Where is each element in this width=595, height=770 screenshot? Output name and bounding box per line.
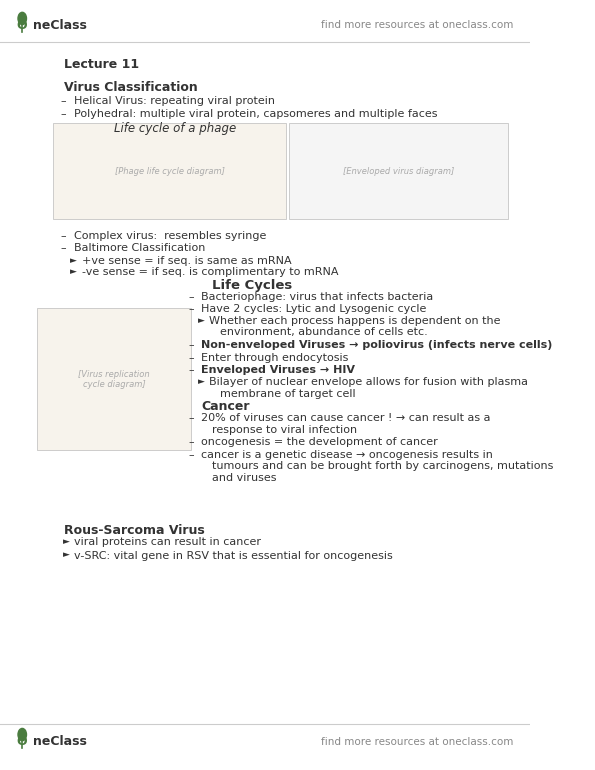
- Text: v-SRC: vital gene in RSV that is essential for oncogenesis: v-SRC: vital gene in RSV that is essenti…: [74, 551, 393, 561]
- Text: –: –: [188, 450, 193, 460]
- Text: O: O: [17, 19, 27, 32]
- Circle shape: [18, 12, 26, 25]
- Text: [Enveloped virus diagram]: [Enveloped virus diagram]: [343, 167, 454, 176]
- Text: membrane of target cell: membrane of target cell: [220, 389, 355, 399]
- Text: neClass: neClass: [33, 735, 87, 748]
- Text: –: –: [61, 96, 67, 106]
- Text: neClass: neClass: [33, 19, 87, 32]
- Text: ►: ►: [198, 377, 205, 387]
- FancyBboxPatch shape: [53, 123, 286, 219]
- Text: Non-enveloped Viruses → poliovirus (infects nerve cells): Non-enveloped Viruses → poliovirus (infe…: [201, 340, 553, 350]
- Text: 20% of viruses can cause cancer ! → can result as a: 20% of viruses can cause cancer ! → can …: [201, 413, 491, 424]
- Text: response to viral infection: response to viral infection: [212, 425, 357, 435]
- Text: Life cycle of a phage: Life cycle of a phage: [114, 122, 236, 135]
- Text: find more resources at oneclass.com: find more resources at oneclass.com: [321, 21, 513, 30]
- Text: -ve sense = if seq. is complimentary to mRNA: -ve sense = if seq. is complimentary to …: [82, 267, 339, 277]
- Text: Bilayer of nuclear envelope allows for fusion with plasma: Bilayer of nuclear envelope allows for f…: [209, 377, 528, 387]
- Text: –: –: [188, 340, 193, 350]
- Text: –: –: [188, 353, 193, 363]
- Text: Helical Virus: repeating viral protein: Helical Virus: repeating viral protein: [74, 96, 275, 106]
- FancyBboxPatch shape: [289, 123, 508, 219]
- Text: environment, abundance of cells etc.: environment, abundance of cells etc.: [220, 327, 427, 337]
- Text: Baltimore Classification: Baltimore Classification: [74, 243, 205, 253]
- FancyBboxPatch shape: [37, 308, 190, 450]
- Text: ►: ►: [70, 256, 77, 265]
- Text: Polyhedral: multiple viral protein, capsomeres and multiple faces: Polyhedral: multiple viral protein, caps…: [74, 109, 438, 119]
- Text: Have 2 cycles: Lytic and Lysogenic cycle: Have 2 cycles: Lytic and Lysogenic cycle: [201, 304, 427, 314]
- Text: –: –: [188, 413, 193, 424]
- Text: ►: ►: [62, 551, 70, 560]
- Text: Lecture 11: Lecture 11: [64, 58, 139, 71]
- Text: find more resources at oneclass.com: find more resources at oneclass.com: [321, 737, 513, 746]
- Text: Whether each process happens is dependent on the: Whether each process happens is dependen…: [209, 316, 500, 326]
- Text: ►: ►: [62, 537, 70, 547]
- Text: ►: ►: [70, 267, 77, 276]
- Text: viral proteins can result in cancer: viral proteins can result in cancer: [74, 537, 261, 547]
- Text: –: –: [61, 243, 67, 253]
- Text: –: –: [188, 292, 193, 302]
- Text: [Phage life cycle diagram]: [Phage life cycle diagram]: [114, 167, 224, 176]
- Text: +ve sense = if seq. is same as mRNA: +ve sense = if seq. is same as mRNA: [82, 256, 292, 266]
- Text: ►: ►: [198, 316, 205, 325]
- Text: –: –: [188, 365, 193, 375]
- Text: and viruses: and viruses: [212, 473, 276, 483]
- Text: Bacteriophage: virus that infects bacteria: Bacteriophage: virus that infects bacter…: [201, 292, 434, 302]
- Text: Cancer: Cancer: [201, 400, 250, 413]
- Text: [Virus replication
cycle diagram]: [Virus replication cycle diagram]: [78, 370, 150, 389]
- Text: cancer is a genetic disease → oncogenesis results in: cancer is a genetic disease → oncogenesi…: [201, 450, 493, 460]
- Text: O: O: [17, 735, 27, 748]
- Text: –: –: [188, 437, 193, 447]
- Text: –: –: [188, 304, 193, 314]
- Text: Rous-Sarcoma Virus: Rous-Sarcoma Virus: [64, 524, 204, 537]
- Text: –: –: [61, 109, 67, 119]
- Text: oncogenesis = the development of cancer: oncogenesis = the development of cancer: [201, 437, 438, 447]
- Text: Life Cycles: Life Cycles: [212, 279, 292, 292]
- Circle shape: [18, 728, 26, 741]
- Text: Enter through endocytosis: Enter through endocytosis: [201, 353, 349, 363]
- Text: Complex virus:  resembles syringe: Complex virus: resembles syringe: [74, 231, 267, 241]
- Text: Enveloped Viruses → HIV: Enveloped Viruses → HIV: [201, 365, 355, 375]
- Text: tumours and can be brought forth by carcinogens, mutations: tumours and can be brought forth by carc…: [212, 461, 553, 471]
- Text: –: –: [61, 231, 67, 241]
- Text: Virus Classification: Virus Classification: [64, 81, 198, 94]
